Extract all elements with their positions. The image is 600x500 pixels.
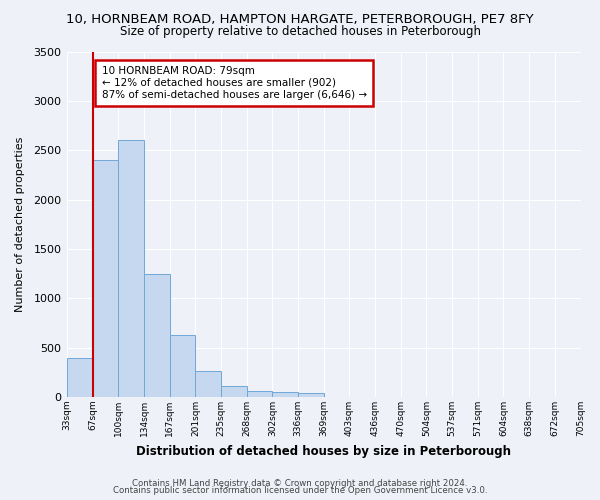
Text: Contains public sector information licensed under the Open Government Licence v3: Contains public sector information licen… xyxy=(113,486,487,495)
Text: Size of property relative to detached houses in Peterborough: Size of property relative to detached ho… xyxy=(119,25,481,38)
Bar xyxy=(196,372,221,397)
Bar xyxy=(170,335,196,397)
X-axis label: Distribution of detached houses by size in Peterborough: Distribution of detached houses by size … xyxy=(136,444,511,458)
Bar xyxy=(144,274,170,397)
Bar xyxy=(298,393,324,397)
Text: 10 HORNBEAM ROAD: 79sqm
← 12% of detached houses are smaller (902)
87% of semi-d: 10 HORNBEAM ROAD: 79sqm ← 12% of detache… xyxy=(101,66,367,100)
Bar xyxy=(247,391,272,397)
Bar xyxy=(67,358,92,397)
Text: 10, HORNBEAM ROAD, HAMPTON HARGATE, PETERBOROUGH, PE7 8FY: 10, HORNBEAM ROAD, HAMPTON HARGATE, PETE… xyxy=(66,12,534,26)
Text: Contains HM Land Registry data © Crown copyright and database right 2024.: Contains HM Land Registry data © Crown c… xyxy=(132,478,468,488)
Y-axis label: Number of detached properties: Number of detached properties xyxy=(15,136,25,312)
Bar xyxy=(221,386,247,397)
Bar xyxy=(118,140,144,397)
Bar xyxy=(272,392,298,397)
Bar xyxy=(92,160,118,397)
